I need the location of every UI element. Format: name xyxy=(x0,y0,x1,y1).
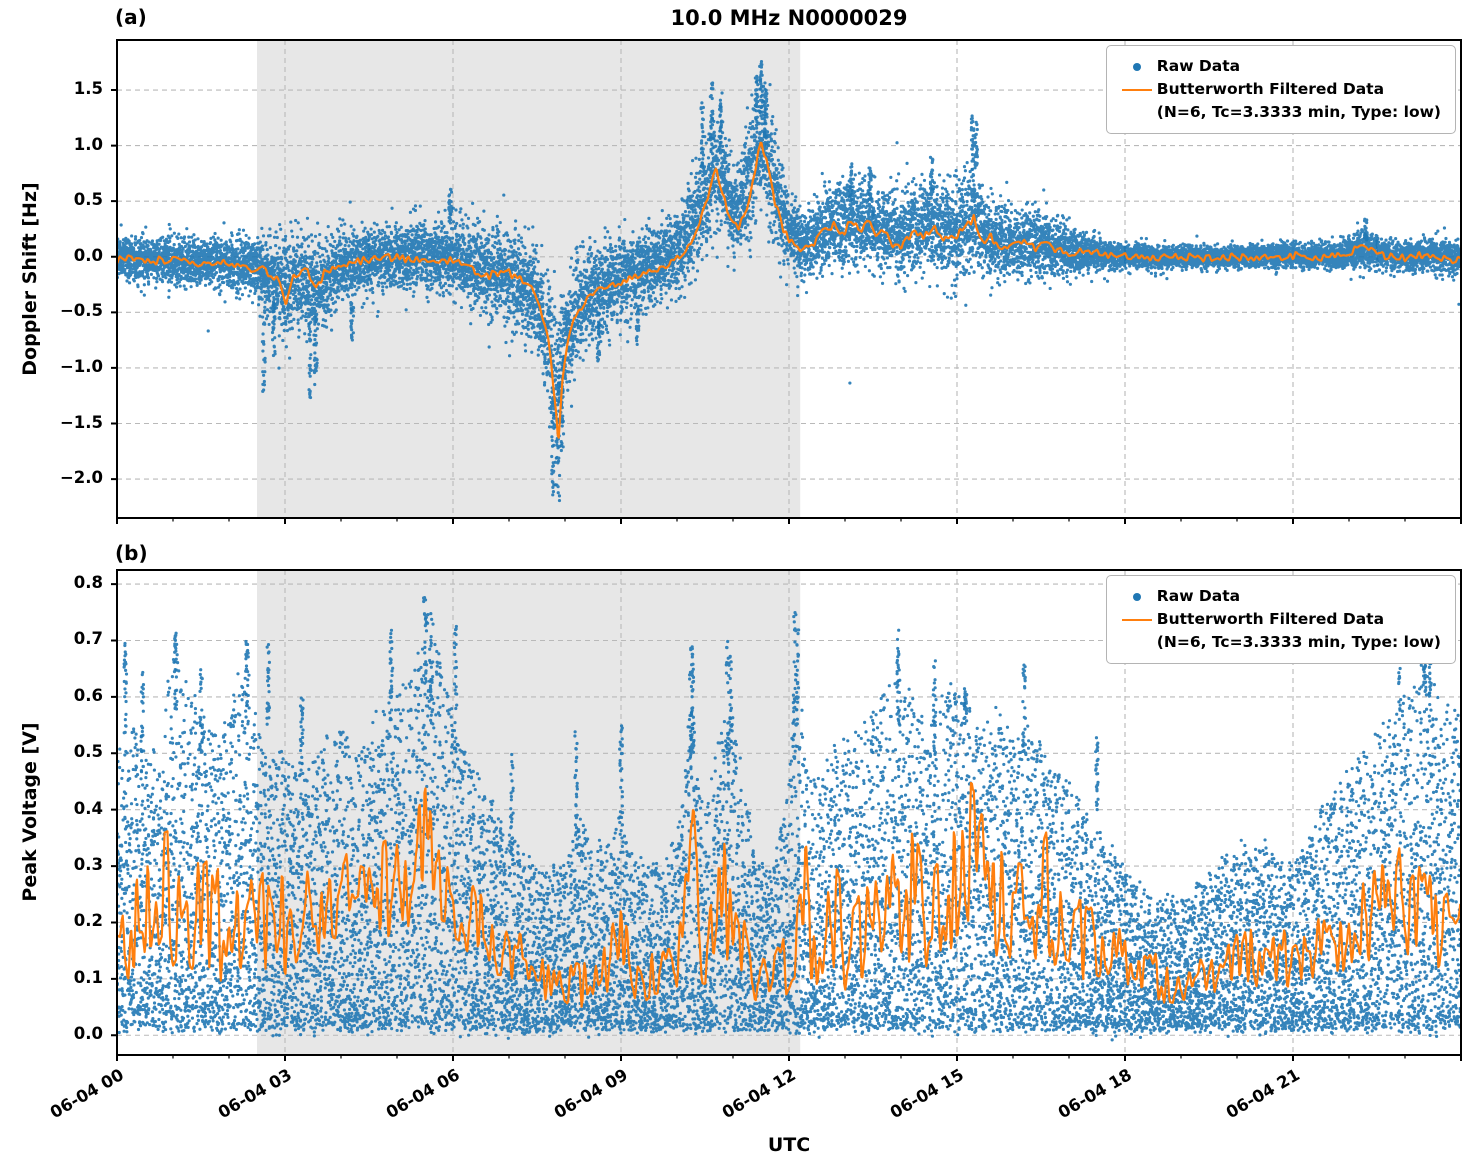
raw-data-marker-icon xyxy=(1132,62,1141,71)
legend-raw-label: Raw Data xyxy=(1156,587,1241,605)
filtered-line-marker-icon xyxy=(1121,88,1152,91)
x-axis-label: UTC xyxy=(767,1134,811,1156)
legend-raw-entry: Raw Data xyxy=(1117,585,1441,608)
legend-filtered-label: Butterworth Filtered Data xyxy=(1156,80,1385,98)
raw-data-marker-icon xyxy=(1132,592,1141,601)
legend-raw-entry: Raw Data xyxy=(1117,55,1441,78)
legend-filtered-entry: Butterworth Filtered Data xyxy=(1117,78,1441,101)
legend-filtered-entry: Butterworth Filtered Data xyxy=(1117,608,1441,631)
y-axis-label-voltage: Peak Voltage [V] xyxy=(19,722,41,902)
filtered-line-marker-icon xyxy=(1121,618,1152,621)
panel-a-label: (a) xyxy=(115,5,147,29)
legend-a: Raw Data Butterworth Filtered Data (N=6,… xyxy=(1105,45,1456,134)
chart-title: 10.0 MHz N0000029 xyxy=(670,6,908,30)
legend-filtered-label: Butterworth Filtered Data xyxy=(1156,610,1385,628)
legend-filtered-sublabel: (N=6, Tc=3.3333 min, Type: low) xyxy=(1156,633,1441,651)
y-axis-label-doppler: Doppler Shift [Hz] xyxy=(19,182,41,376)
legend-b: Raw Data Butterworth Filtered Data (N=6,… xyxy=(1105,575,1456,664)
legend-raw-label: Raw Data xyxy=(1156,57,1241,75)
panel-b-label: (b) xyxy=(115,541,148,565)
legend-filtered-sublabel: (N=6, Tc=3.3333 min, Type: low) xyxy=(1156,103,1441,121)
legend-filtered-subentry: (N=6, Tc=3.3333 min, Type: low) xyxy=(1117,101,1441,124)
legend-filtered-subentry: (N=6, Tc=3.3333 min, Type: low) xyxy=(1117,631,1441,654)
